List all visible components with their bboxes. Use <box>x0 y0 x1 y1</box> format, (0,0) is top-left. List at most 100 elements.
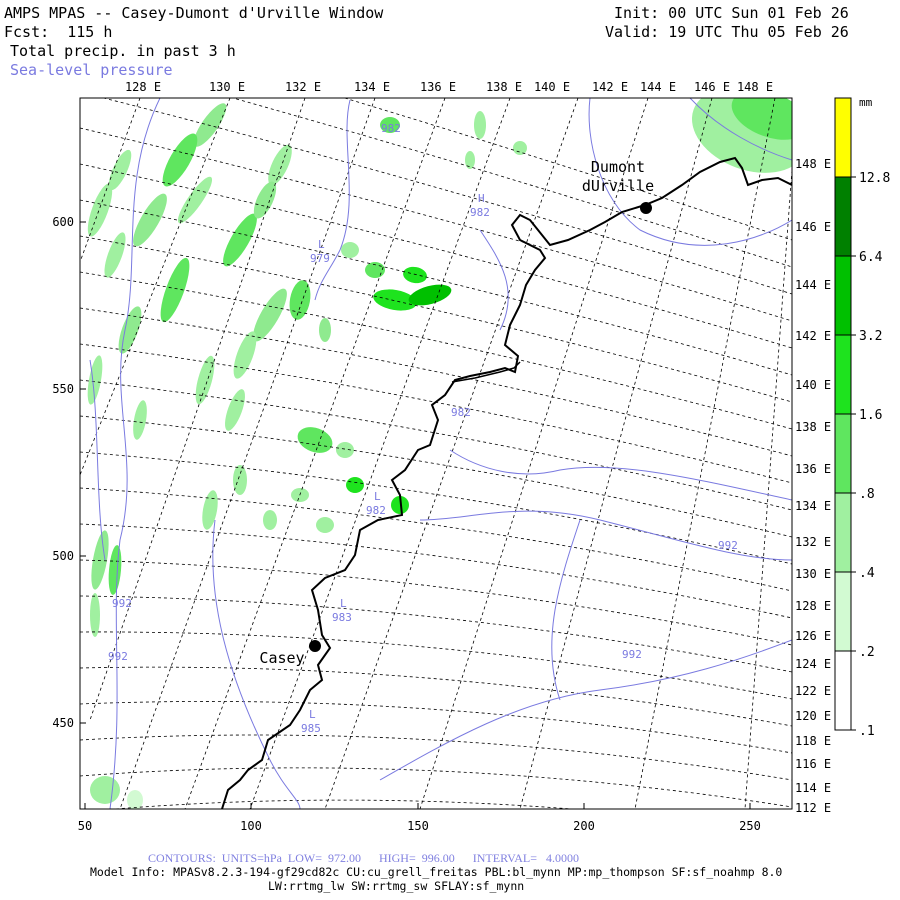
precip-cell <box>193 103 227 147</box>
right-longitude-label: 116 E <box>795 757 831 771</box>
right-longitude-label: 112 E <box>795 801 831 815</box>
station-name: dUrville <box>582 177 654 195</box>
precip-cell <box>316 517 334 533</box>
latlon-gridlines <box>80 98 792 809</box>
pressure-value: 992 <box>108 650 128 663</box>
precip-cell <box>380 117 400 133</box>
top-longitude-label: 144 E <box>640 80 676 94</box>
right-longitude-label: 138 E <box>795 420 831 434</box>
precip-cell <box>160 257 190 323</box>
meridian-line <box>89 98 306 721</box>
precip-cell <box>127 790 143 809</box>
precip-cell <box>104 232 126 278</box>
pressure-value: 992 <box>622 648 642 661</box>
right-longitude-label: 122 E <box>795 684 831 698</box>
precip-cell <box>133 400 147 440</box>
isobar <box>314 99 351 301</box>
overlay-name: Sea-level pressure <box>10 61 173 79</box>
pressure-value: 992 <box>112 597 132 610</box>
parallel-line <box>231 98 792 268</box>
x-axis-tick-label: 200 <box>573 819 595 833</box>
parallel-line <box>80 235 792 403</box>
right-longitude-label: 136 E <box>795 462 831 476</box>
colorbar-label: .2 <box>859 645 875 660</box>
model-info: Model Info: MPASv8.2.3-194-gf29cd82c CU:… <box>90 865 783 879</box>
y-axis-tick-label: 450 <box>52 716 74 730</box>
colorbar-bin <box>834 413 852 494</box>
colorbar-label: .1 <box>859 724 875 739</box>
top-longitude-label: 140 E <box>534 80 570 94</box>
axis-ticks: 128 E 130 E 132 E 134 E 136 E 138 E 140 E 142 E… <box>52 80 831 833</box>
precip-cell <box>91 530 109 590</box>
precip-shading <box>87 98 792 809</box>
parallel-line <box>80 595 792 673</box>
isobar <box>89 359 106 561</box>
y-axis-tick-label: 550 <box>52 382 74 396</box>
isobar <box>588 98 792 246</box>
isobar <box>479 229 509 331</box>
precip-cell <box>465 151 475 169</box>
precip-cell <box>118 306 142 354</box>
isobar <box>419 510 792 561</box>
precip-cell <box>225 389 245 431</box>
precip-cell <box>195 355 215 405</box>
right-longitude-label: 120 E <box>795 709 831 723</box>
colorbar-bin <box>834 176 852 257</box>
parallel-line <box>102 98 792 295</box>
top-longitude-label: 130 E <box>209 80 245 94</box>
station-marker <box>309 640 321 652</box>
meridian-line <box>80 98 141 263</box>
precip-cell <box>233 465 247 495</box>
isobar <box>551 519 581 701</box>
colorbar-bin <box>834 571 852 652</box>
colorbar-label: .8 <box>859 487 875 502</box>
precip-cell <box>253 181 277 219</box>
station-name: Casey <box>259 649 304 667</box>
isobar <box>212 519 301 809</box>
meridian-line <box>634 98 776 809</box>
precip-cell <box>373 289 417 311</box>
top-longitude-label: 146 E <box>694 80 730 94</box>
pressure-center-tag: L <box>374 490 381 503</box>
precip-cell <box>289 280 311 320</box>
right-longitude-label: 134 E <box>795 499 831 513</box>
isobar <box>689 98 792 161</box>
station-marker <box>640 202 652 214</box>
x-axis-tick-label: 100 <box>240 819 262 833</box>
pressure-value: 985 <box>301 722 321 735</box>
init-time: Init: 00 UTC Sun 01 Feb 26 <box>614 4 849 22</box>
parallel-line <box>80 631 792 700</box>
colorbar-bin <box>834 255 852 336</box>
isobar <box>449 449 792 501</box>
top-longitude-label: 138 E <box>486 80 522 94</box>
pressure-value: 992 <box>718 539 738 552</box>
meridian-line <box>80 98 231 476</box>
y-axis-tick-label: 600 <box>52 215 74 229</box>
colorbar-label: .4 <box>859 566 875 581</box>
colorbar-unit: mm <box>859 96 873 109</box>
parallel-line <box>80 415 792 538</box>
isobar <box>379 639 792 781</box>
meridian-line <box>184 98 446 809</box>
pressure-value: 982 <box>381 122 401 135</box>
contours-info: CONTOURS: UNITS=hPa LOW= 972.00 HIGH= 99… <box>148 851 579 865</box>
isobar <box>109 98 161 809</box>
top-longitude-label: 134 E <box>354 80 390 94</box>
precip-cell <box>177 176 213 224</box>
valid-time: Valid: 19 UTC Thu 05 Feb 26 <box>605 23 849 41</box>
precip-cell <box>513 141 527 155</box>
colorbar-label: 6.4 <box>859 250 883 265</box>
x-axis-tick-label: 150 <box>407 819 429 833</box>
precip-cell <box>297 427 333 453</box>
pressure-center-tag: H <box>478 192 485 205</box>
pressure-value: 982 <box>366 504 386 517</box>
precip-cell <box>403 266 427 284</box>
parallel-line <box>80 451 792 565</box>
precip-cell <box>223 213 257 267</box>
top-longitude-label: 142 E <box>592 80 628 94</box>
right-longitude-label: 126 E <box>795 629 831 643</box>
pressure-contours <box>89 98 792 809</box>
precip-cell <box>408 284 452 306</box>
precip-cell <box>108 149 132 191</box>
